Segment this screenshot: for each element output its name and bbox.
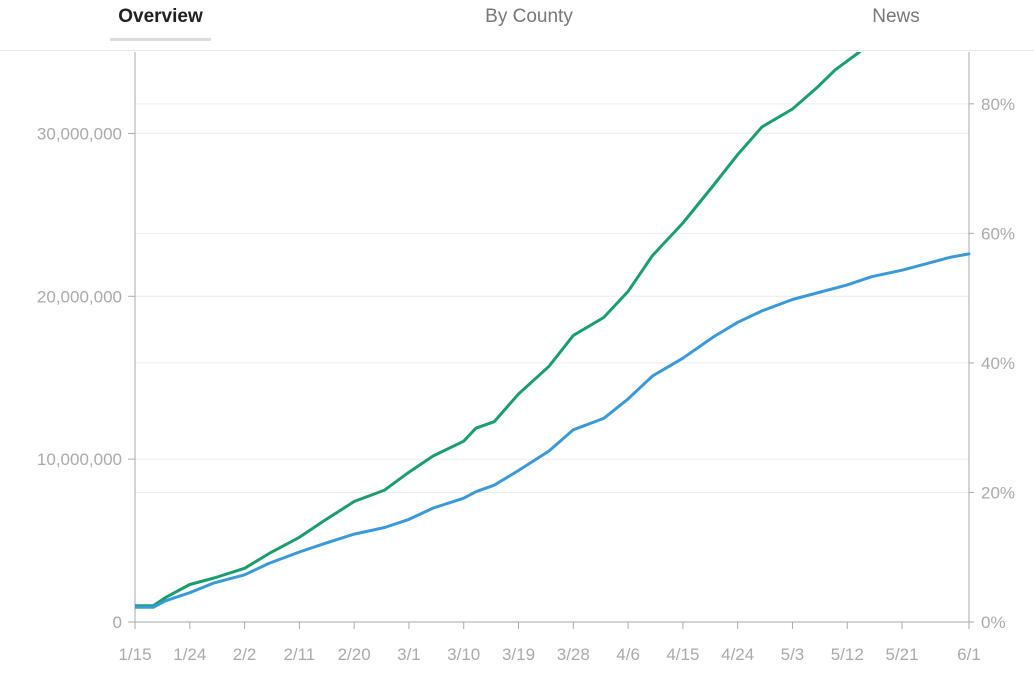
axes [128,52,974,629]
x-tick-label-9: 4/6 [616,645,640,664]
series-line-1 [135,52,861,608]
y-right-tick-label-4: 80% [981,95,1015,114]
x-tick-label-10: 4/15 [666,645,699,664]
y-left-tick-label-2: 20,000,000 [37,287,122,306]
x-tick-label-0: 1/15 [118,645,151,664]
tab-news[interactable]: News [872,6,920,27]
x-tick-labels: 1/15 1/24 2/2 2/11 2/20 3/1 3/10 3/19 3/28 4/6 4/1… [118,645,980,664]
y-left-tick-labels: 0 10,000,000 20,000,000 30,000,000 [37,124,122,632]
x-tick-label-14: 5/21 [885,645,918,664]
x-tick-label-3: 2/11 [283,645,315,664]
y-left-tick-label-0: 0 [113,613,122,632]
x-tick-label-6: 3/10 [447,645,480,664]
y-right-tick-label-2: 40% [981,354,1015,373]
series-line-2 [135,252,971,609]
x-tick-label-11: 4/24 [721,645,754,664]
x-tick-label-15: 6/1 [957,645,981,664]
x-tick-label-2: 2/2 [233,645,257,664]
y-left-tick-label-1: 10,000,000 [37,450,122,469]
grid-lines [135,103,969,493]
x-tick-label-5: 3/1 [397,645,421,664]
x-tick-label-8: 3/28 [557,645,590,664]
y-left-tick-label-3: 30,000,000 [37,124,122,143]
y-right-tick-labels: 0% 20% 40% 60% 80% [981,95,1015,632]
x-tick-label-7: 3/19 [502,645,535,664]
x-tick-label-4: 2/20 [338,645,371,664]
x-tick-label-1: 1/24 [173,645,206,664]
y-right-tick-label-3: 60% [981,224,1015,243]
tab-by-county[interactable]: By County [485,6,573,27]
x-tick-label-13: 5/12 [831,645,864,664]
x-tick-label-12: 5/3 [781,645,805,664]
tab-bar: Overview By County News [0,0,1034,51]
tab-overview[interactable]: Overview [110,0,211,41]
y-right-tick-label-0: 0% [981,613,1006,632]
y-right-tick-label-1: 20% [981,483,1015,502]
series-lines [135,52,971,609]
